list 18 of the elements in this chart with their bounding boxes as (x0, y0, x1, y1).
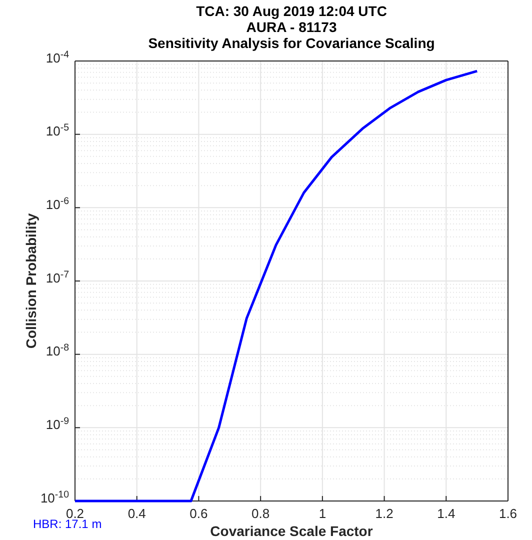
x-tick-label: 1 (318, 506, 326, 522)
x-tick-label: 0.4 (128, 506, 146, 522)
chart-title: TCA: 30 Aug 2019 12:04 UTC AURA - 81173 Sensitivity Analysis for Covariance Scaling (148, 3, 435, 51)
y-tick-label: 10$^{-8}$ (46, 342, 69, 359)
x-axis-title: Covariance Scale Factor (210, 523, 374, 539)
y-tick-label: 10$^{-10}$ (40, 488, 70, 506)
y-tick-label: 10$^{-9}$ (46, 415, 69, 432)
x-tick-label: 0.6 (190, 506, 208, 522)
x-tick-label: 1.6 (498, 506, 518, 522)
y-tick-label: 10$^{-6}$ (46, 195, 69, 212)
y-tick-label: 10$^{-4}$ (46, 48, 70, 66)
y-tick-label: 10$^{-7}$ (46, 268, 69, 286)
y-tick-label: 10$^{-5}$ (46, 122, 70, 139)
x-tick-label: 1.2 (375, 506, 394, 522)
text: HBR: 17.1 m (33, 517, 102, 531)
y-axis-title: Collision Probability (23, 213, 39, 349)
x-tick-label: 0.8 (252, 506, 270, 522)
x-tick-label: 1.4 (437, 506, 456, 522)
